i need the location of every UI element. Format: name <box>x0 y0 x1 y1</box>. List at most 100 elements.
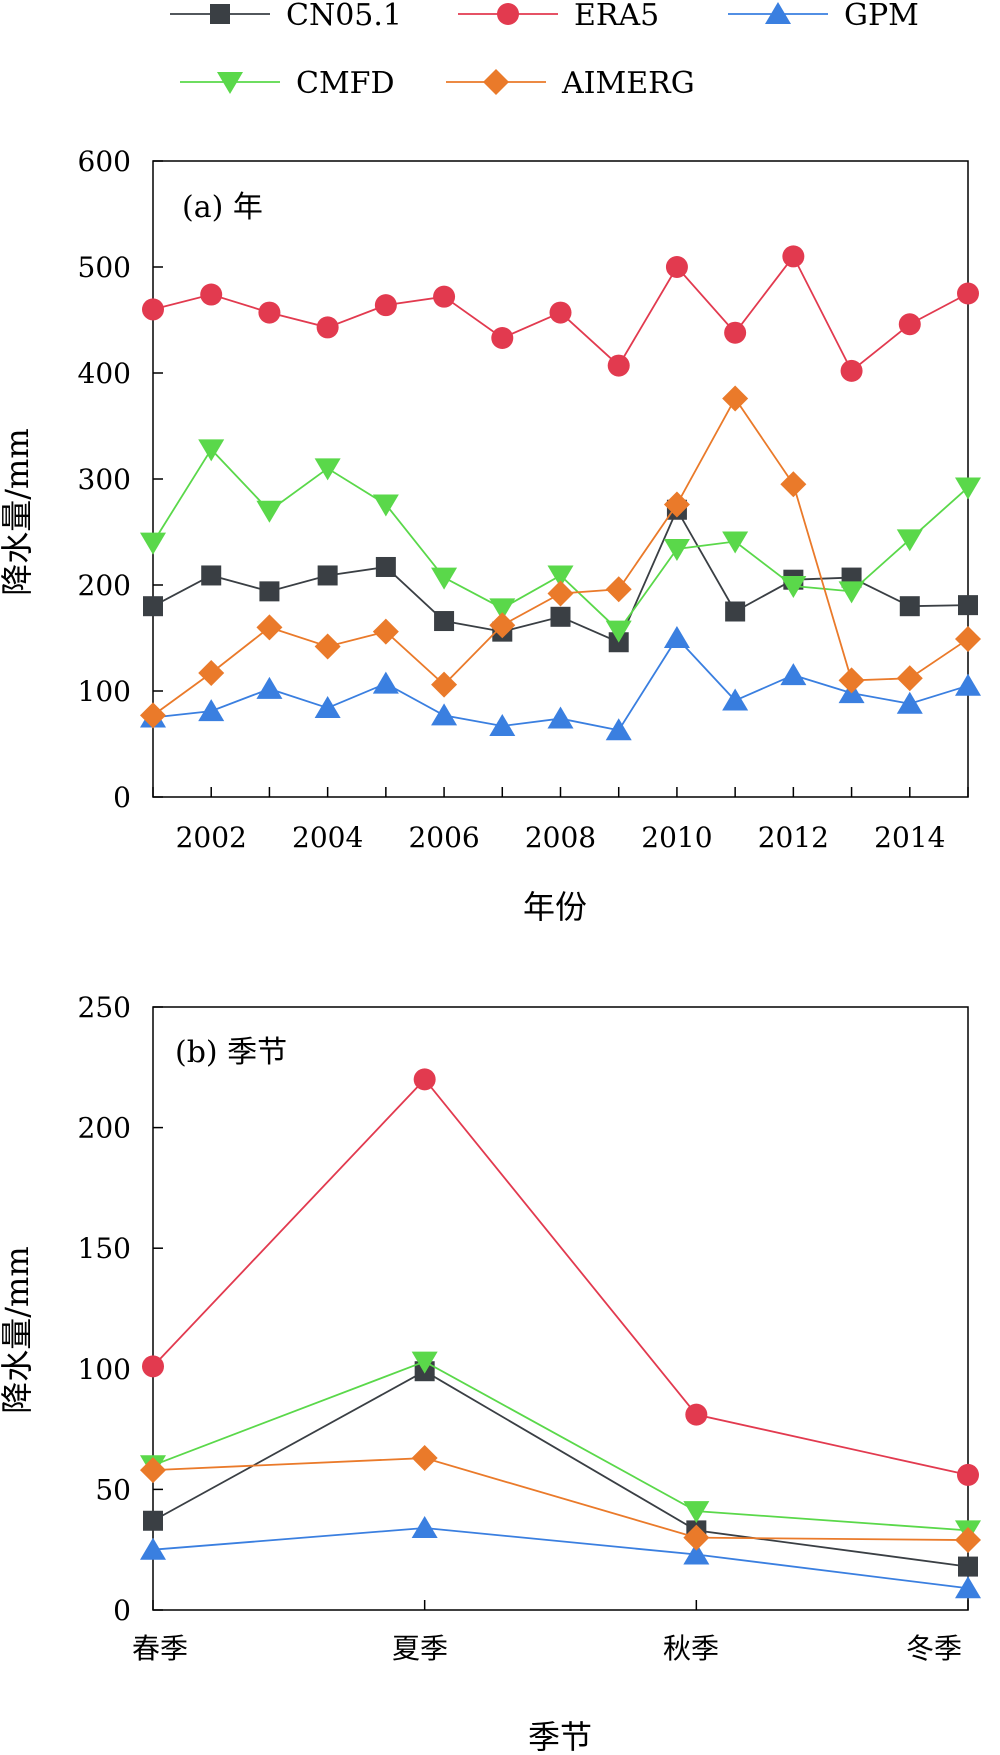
data-point-cmfd <box>431 567 458 590</box>
series-line-aimerg <box>152 396 969 717</box>
series-gpm <box>140 626 981 741</box>
data-point-gpm <box>780 663 807 686</box>
data-point-cmfd <box>256 500 283 523</box>
legend-marker <box>217 72 243 94</box>
y-tick-label: 50 <box>95 1473 131 1506</box>
data-point-era5 <box>665 256 688 278</box>
data-point-aimerg <box>140 1457 166 1484</box>
data-point-era5 <box>142 1355 164 1378</box>
data-point-aimerg <box>547 580 574 607</box>
data-point-gpm <box>547 706 574 729</box>
data-point-aimerg <box>140 702 166 729</box>
data-point-era5 <box>374 294 397 317</box>
plot-frame <box>152 1006 969 1611</box>
data-point-aimerg <box>955 626 981 653</box>
legend: CN05.1 ERA5 GPM CMFD AIMERG <box>170 0 919 101</box>
data-point-cn05-1 <box>434 611 455 632</box>
data-point-aimerg <box>431 671 458 698</box>
panel-a-xlabel: 年份 <box>523 888 587 926</box>
data-point-cmfd <box>896 529 923 552</box>
data-point-era5 <box>685 1403 708 1426</box>
x-tick-label: 2004 <box>292 821 363 854</box>
data-point-era5 <box>142 298 164 321</box>
legend-marker <box>483 69 509 95</box>
data-point-gpm <box>663 626 690 648</box>
y-tick-label: 250 <box>78 991 131 1024</box>
y-tick-label: 100 <box>78 1353 131 1386</box>
data-point-cmfd <box>198 439 225 462</box>
y-tick-label: 200 <box>78 1112 131 1145</box>
data-point-cmfd <box>838 581 865 604</box>
x-tick-label: 2006 <box>408 821 479 854</box>
panel-a-label: (a) 年 <box>182 190 263 225</box>
data-point-gpm <box>683 1542 710 1565</box>
series-line-cmfd <box>152 1360 969 1532</box>
data-point-cmfd <box>722 531 749 554</box>
series-cmfd <box>140 439 981 643</box>
data-point-cn05-1 <box>317 565 338 586</box>
series-era5 <box>142 1068 979 1486</box>
data-point-cmfd <box>411 1351 438 1374</box>
x-tick-label: 2012 <box>758 821 829 854</box>
data-point-era5 <box>607 354 630 377</box>
data-point-gpm <box>431 703 458 726</box>
data-point-gpm <box>955 673 981 696</box>
legend-label: ERA5 <box>574 0 659 33</box>
series-line-gpm <box>152 1527 969 1590</box>
legend-item-cmfd: CMFD <box>180 66 395 101</box>
y-tick-label: 0 <box>113 781 131 814</box>
data-point-gpm <box>489 713 516 736</box>
x-tick-label: 夏季 <box>392 1632 448 1665</box>
series-aimerg <box>140 385 981 729</box>
data-point-gpm <box>140 1537 166 1560</box>
x-tick-label: 2010 <box>641 821 712 854</box>
x-tick-label: 春季 <box>132 1632 188 1665</box>
data-point-aimerg <box>605 576 632 603</box>
data-point-cmfd <box>663 538 690 561</box>
data-point-cmfd <box>372 494 399 517</box>
y-tick-label: 400 <box>78 357 131 390</box>
legend-label: GPM <box>844 0 919 33</box>
legend-item-aimerg: AIMERG <box>446 66 695 101</box>
data-point-aimerg <box>489 612 516 639</box>
data-point-era5 <box>840 359 863 382</box>
panel-seasonal: (b) 季节 季节 降水量/mm 0 50 100 150 200 250 春季 夏季 秋季 冬季 <box>0 991 981 1755</box>
panel-annual: (a) 年 年份 降水量/mm 0 100 200 300 400 500 600 2002 2… <box>0 145 981 926</box>
data-point-aimerg <box>663 491 690 518</box>
data-point-era5 <box>258 301 281 324</box>
data-point-cn05-1 <box>375 556 396 577</box>
data-point-cn05-1 <box>958 1556 978 1577</box>
legend-marker <box>210 4 230 24</box>
data-point-cmfd <box>683 1501 710 1524</box>
data-point-gpm <box>955 1576 981 1599</box>
y-tick-label: 0 <box>113 1594 131 1627</box>
data-point-aimerg <box>838 667 865 694</box>
data-point-cmfd <box>314 458 341 481</box>
series-cmfd <box>140 1351 981 1543</box>
y-tick-label: 300 <box>78 463 131 496</box>
series-aimerg <box>140 1445 981 1554</box>
legend-marker <box>765 2 791 24</box>
legend-item-cn05-1: CN05.1 <box>170 0 402 33</box>
y-tick-label: 200 <box>78 569 131 602</box>
data-point-aimerg <box>722 385 749 412</box>
x-tick-label: 秋季 <box>663 1632 719 1665</box>
data-point-era5 <box>898 313 921 336</box>
y-tick-label: 100 <box>78 675 131 708</box>
data-point-gpm <box>198 699 225 722</box>
panel-b-label: (b) 季节 <box>175 1035 287 1070</box>
data-point-cmfd <box>140 532 166 555</box>
data-point-gpm <box>411 1515 438 1538</box>
data-point-gpm <box>896 691 923 714</box>
legend-label: CN05.1 <box>286 0 402 33</box>
series-line-era5 <box>152 1077 969 1476</box>
data-point-cn05-1 <box>143 596 163 617</box>
data-point-era5 <box>316 316 339 339</box>
series-era5 <box>142 245 979 382</box>
legend-label: CMFD <box>296 66 395 101</box>
data-point-cmfd <box>605 620 632 643</box>
data-point-aimerg <box>780 471 807 498</box>
data-point-aimerg <box>314 633 341 660</box>
data-point-cn05-1 <box>201 565 222 586</box>
